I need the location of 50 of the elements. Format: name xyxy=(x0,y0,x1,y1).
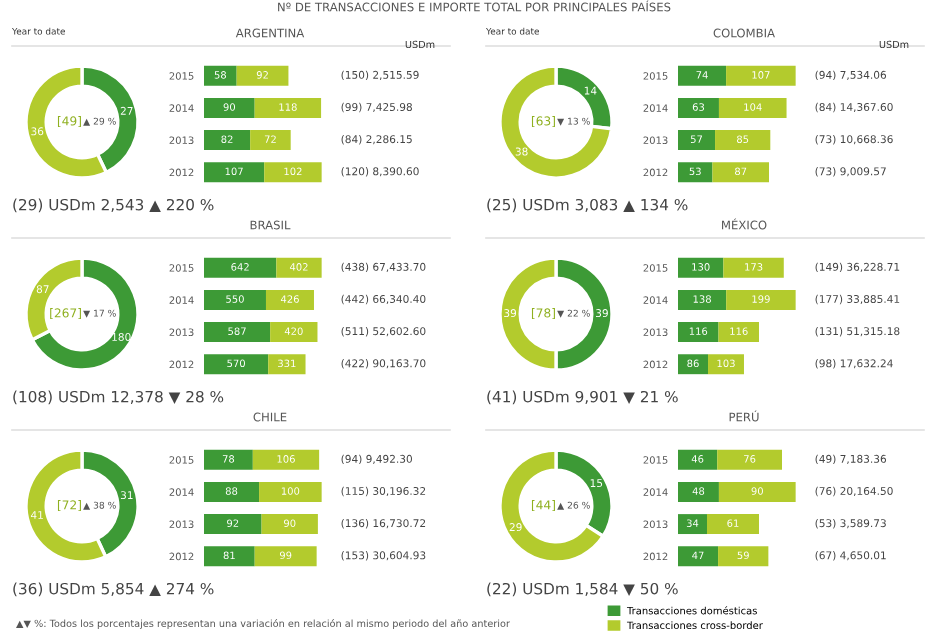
bar xyxy=(715,130,771,151)
bar xyxy=(678,322,719,343)
bar xyxy=(259,481,322,502)
bar xyxy=(708,354,744,375)
bar xyxy=(204,257,277,278)
bar xyxy=(678,289,727,310)
bar xyxy=(717,449,783,470)
bar xyxy=(678,97,719,118)
bar xyxy=(254,97,322,118)
bar xyxy=(204,130,251,151)
donut-slice xyxy=(498,64,614,180)
bar xyxy=(204,65,237,86)
bar xyxy=(204,97,255,118)
bar xyxy=(265,289,314,310)
bar xyxy=(678,514,707,535)
bar xyxy=(726,289,796,310)
bar xyxy=(718,322,759,343)
bar xyxy=(268,354,306,375)
bar xyxy=(261,514,318,535)
bar xyxy=(204,162,265,183)
bar xyxy=(723,257,784,278)
bar xyxy=(252,449,320,470)
bar xyxy=(204,514,262,535)
bar xyxy=(718,546,769,567)
bar xyxy=(718,97,787,118)
bar xyxy=(204,354,269,375)
bar xyxy=(204,546,255,567)
bar xyxy=(270,322,318,343)
donut-slice xyxy=(30,256,140,372)
bar xyxy=(678,449,718,470)
bar xyxy=(706,514,759,535)
bar xyxy=(264,162,322,183)
bar xyxy=(678,162,713,183)
bar xyxy=(204,289,266,310)
bar xyxy=(678,130,716,151)
bar xyxy=(204,449,253,470)
bar xyxy=(718,481,796,502)
bar xyxy=(678,65,727,86)
bar xyxy=(678,546,719,567)
bar xyxy=(254,546,317,567)
bar xyxy=(204,322,271,343)
bar xyxy=(726,65,796,86)
bar xyxy=(276,257,322,278)
bar xyxy=(236,65,289,86)
bar xyxy=(712,162,769,183)
bar xyxy=(678,257,724,278)
bar xyxy=(204,481,260,502)
bar xyxy=(678,354,709,375)
bar xyxy=(250,130,291,151)
bar xyxy=(678,481,719,502)
